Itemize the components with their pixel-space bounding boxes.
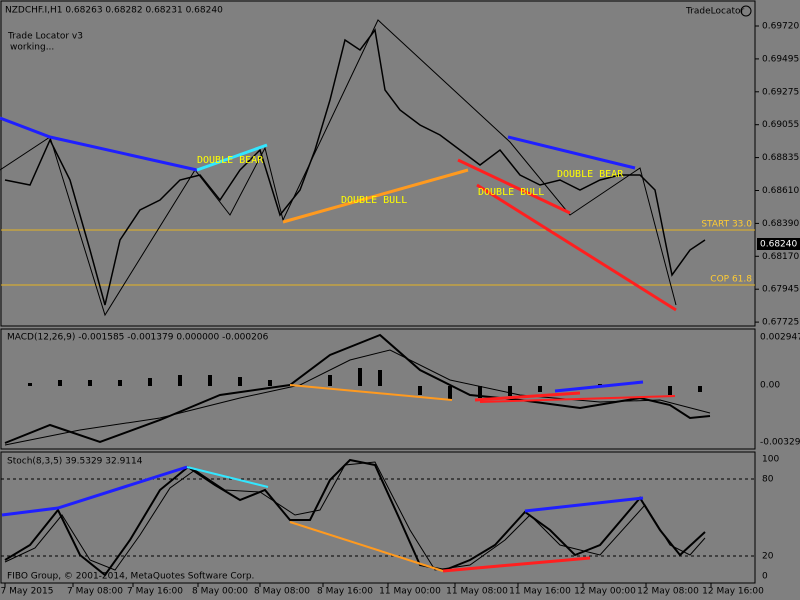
copyright: FIBO Group, © 2001-2014, MetaQuotes Soft…: [7, 572, 254, 582]
symbol-info: NZDCHF.I,H1 0.68263 0.68282 0.68231 0.68…: [5, 6, 223, 16]
price-label: 0.68835: [762, 153, 799, 163]
macd-scale-label: -0.003298: [760, 438, 800, 448]
time-label: 7 May 16:00: [127, 587, 183, 597]
time-label: 11 May 08:00: [446, 587, 508, 597]
stoch-scale-label: 0: [762, 572, 768, 582]
stoch-signal: [4, 461, 706, 571]
current-price-box: [757, 238, 800, 250]
trend-line: [289, 384, 453, 401]
annotation: DOUBLE BULL: [341, 195, 407, 206]
main-panel: [0, 0, 756, 327]
time-label: 8 May 16:00: [317, 587, 373, 597]
time-label: 12 May 08:00: [637, 587, 699, 597]
trend-line: [479, 395, 676, 403]
current-price: 0.68240: [760, 240, 797, 250]
annotation: DOUBLE BEAR: [197, 155, 264, 166]
price-label: 0.67945: [762, 285, 799, 295]
time-label: 12 May 00:00: [574, 587, 636, 597]
stoch-scale-label: 20: [762, 552, 774, 562]
trend-line: [507, 135, 636, 170]
trend-line: [457, 158, 571, 215]
price-label: 0.68610: [762, 186, 799, 196]
time-label: 12 May 16:00: [702, 587, 764, 597]
trend-line: [442, 556, 591, 573]
axis-labels: 0.69720 0.69495 0.69275 0.69055 0.68835 0.686…: [1, 22, 800, 597]
status: working...: [10, 43, 54, 53]
time-label: 11 May 16:00: [509, 587, 571, 597]
annotation: DOUBLE BEAR: [557, 169, 624, 180]
zigzag: [0, 19, 677, 317]
trend-line: [196, 143, 268, 172]
trend-line: [524, 496, 644, 513]
price-line: [4, 28, 706, 306]
time-label: 7 May 08:00: [67, 587, 123, 597]
macd-scale-label: 0.002947: [760, 333, 800, 343]
time-label: 8 May 08:00: [254, 587, 310, 597]
macd-panel: [0, 328, 756, 450]
macd-histogram: [28, 368, 702, 400]
indicator-name: Trade Locator v3: [7, 32, 83, 42]
watermark: TradeLocator: [685, 7, 745, 17]
stoch-title: Stoch(8,3,5) 39.5329 32.9114: [7, 457, 143, 467]
price-label: 0.69275: [762, 87, 799, 97]
annotation: DOUBLE BULL: [478, 187, 544, 198]
trend-line: [282, 168, 469, 224]
time-label: 8 May 00:00: [192, 587, 248, 597]
price-label: 0.69720: [762, 22, 799, 32]
time-label: 11 May 00:00: [379, 587, 441, 597]
watermark-icon: [740, 5, 752, 17]
signal-line: [4, 349, 711, 446]
price-label: 0.68170: [762, 252, 799, 262]
price-label: 0.68390: [762, 219, 799, 229]
stoch-panel: [0, 451, 756, 584]
level-label: COP 61.8: [710, 275, 752, 285]
trend-line: [0, 116, 198, 172]
level-label: START 33.0: [701, 220, 752, 230]
macd-title: MACD(12,26,9) -0.001585 -0.001379 0.0000…: [7, 333, 269, 343]
trend-line: [474, 391, 581, 402]
stoch-main: [4, 458, 706, 577]
price-label: 0.67725: [762, 318, 799, 328]
trend-line: [554, 380, 644, 393]
macd-line: [4, 333, 711, 444]
trend-line: [186, 466, 269, 488]
trend-line: [289, 521, 444, 572]
stoch-scale-label: 80: [762, 475, 774, 485]
trend-line: [476, 183, 677, 312]
time-label: 7 May 2015: [1, 587, 54, 597]
trend-line: [1, 465, 188, 517]
stoch-scale-label: 100: [762, 455, 779, 465]
macd-scale-label: 0.00: [760, 381, 780, 391]
price-label: 0.69495: [762, 54, 799, 64]
price-label: 0.69055: [762, 120, 799, 130]
